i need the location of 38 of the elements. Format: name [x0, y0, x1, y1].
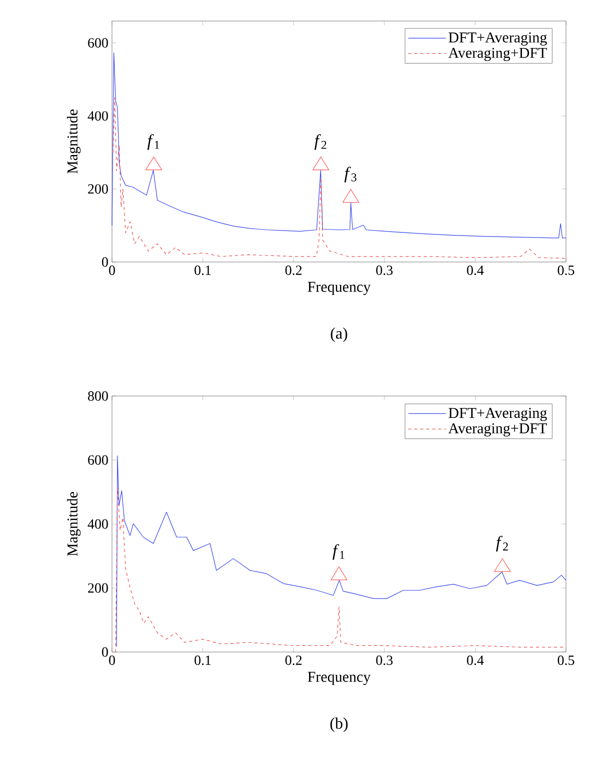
text: (b) [330, 718, 348, 732]
y-tick-label: 600 [88, 455, 108, 465]
x-tick-label: 0.1 [194, 266, 211, 276]
y-axis-title: Magnitude [66, 110, 81, 174]
annotation: f$_{2}$ [314, 134, 326, 150]
y-tick-label: 600 [88, 38, 108, 48]
x-tick-label: 0.3 [376, 656, 393, 666]
legend-label: Averaging+DFT [448, 423, 547, 436]
y-tick-label: 0 [102, 257, 108, 267]
y-tick-label: 200 [88, 184, 108, 194]
line-series [116, 456, 566, 648]
line-series [115, 487, 566, 652]
annotation: f$_{1}$ [332, 544, 344, 560]
y-tick-label: 400 [88, 111, 108, 121]
annotation: f$_{2}$ [496, 536, 508, 552]
y-tick-label: 200 [88, 583, 108, 593]
annotation: f$_{3}$ [344, 166, 356, 182]
y-tick-label: 800 [88, 391, 108, 401]
x-tick-label: 0.3 [376, 266, 393, 276]
x-tick-label: 0.1 [194, 656, 211, 666]
legend-label: DFT+Averaging [448, 32, 547, 46]
x-tick-label: 0.4 [466, 266, 484, 276]
x-tick-label: 0 [109, 656, 115, 665]
text: (a) [330, 328, 348, 342]
y-axis-title: Magnitude [66, 492, 81, 556]
x-axis-title: Frequency [308, 282, 371, 295]
y-tick-label: 0 [102, 647, 108, 657]
legend-label: DFT+Averaging [448, 408, 547, 422]
x-tick-label: 0.5 [558, 656, 574, 666]
annotation: f$_{1}$ [147, 134, 160, 150]
x-tick-label: 0.2 [285, 656, 302, 666]
x-tick-label: 0 [109, 266, 115, 275]
x-tick-label: 0.4 [466, 656, 484, 666]
x-axis-title: Frequency [308, 672, 371, 685]
y-tick-label: 400 [88, 519, 108, 529]
x-tick-label: 0.2 [285, 266, 302, 276]
x-tick-label: 0.5 [558, 266, 574, 276]
legend-label: Averaging+DFT [448, 48, 547, 62]
